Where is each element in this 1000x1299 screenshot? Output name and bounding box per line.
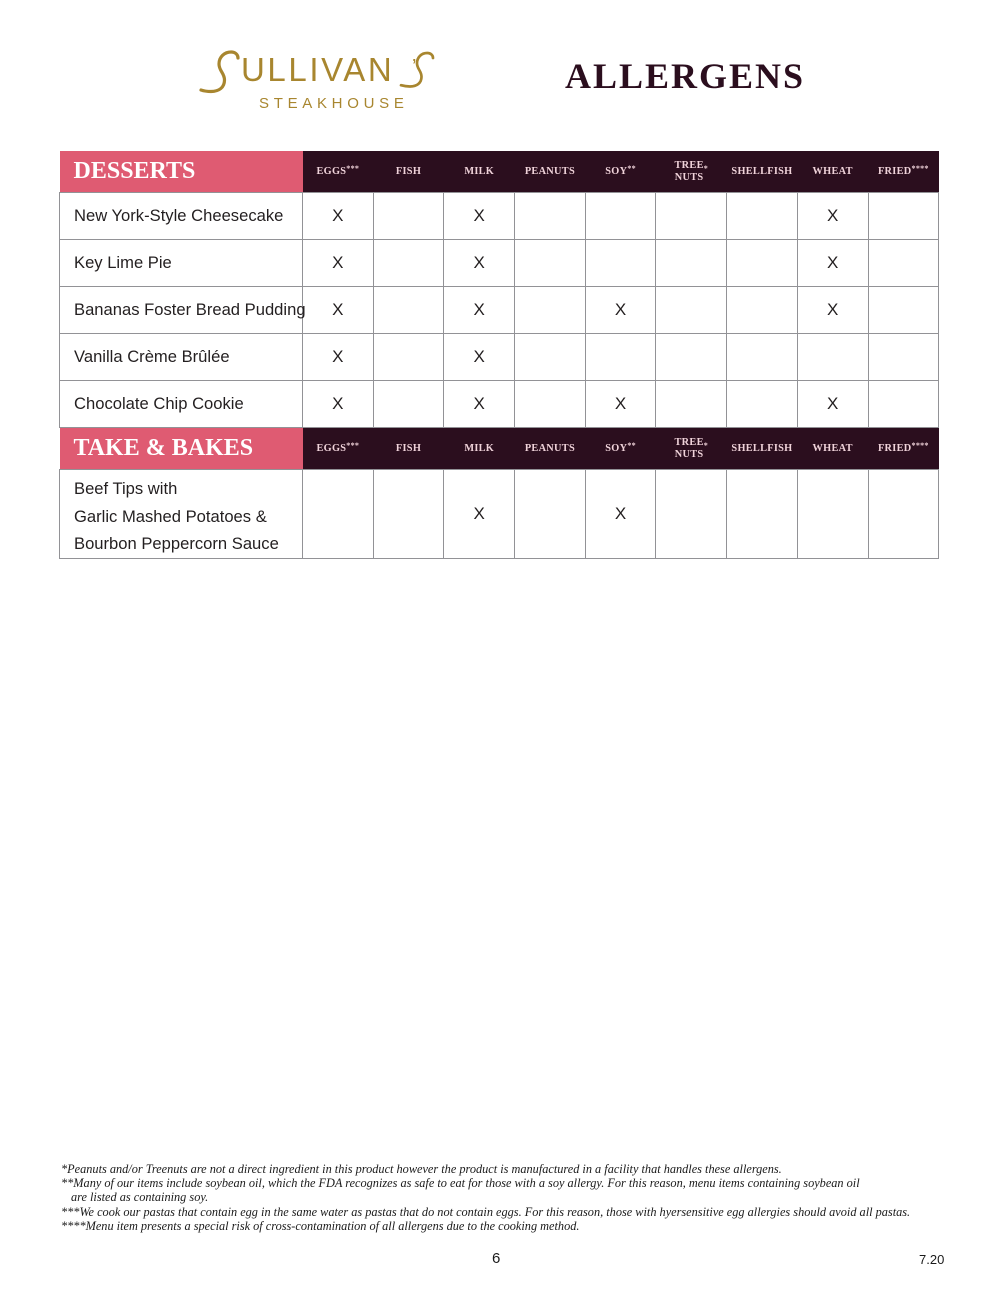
svg-text:STEAKHOUSE: STEAKHOUSE	[259, 95, 409, 112]
svg-text:’: ’	[412, 56, 416, 78]
svg-text:ULLIVAN: ULLIVAN	[241, 51, 394, 88]
